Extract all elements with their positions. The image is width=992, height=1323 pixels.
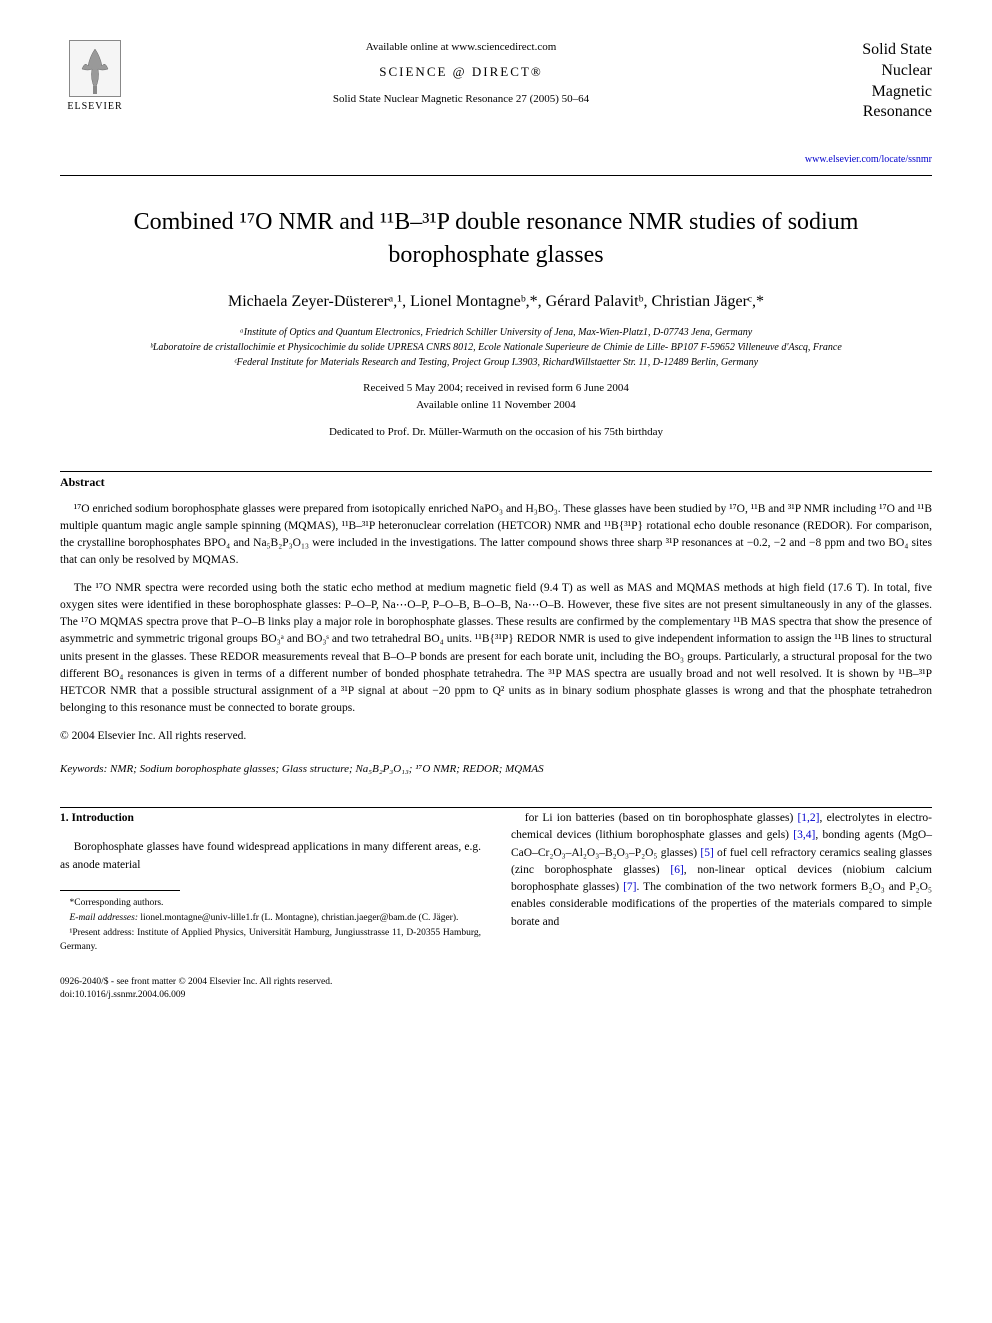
ref-link[interactable]: [1,2] xyxy=(797,812,819,824)
abstract-paragraph-2: The ¹⁷O NMR spectra were recorded using … xyxy=(60,580,932,718)
header: ELSEVIER Available online at www.science… xyxy=(60,40,932,167)
ref-link[interactable]: [6] xyxy=(670,864,683,876)
ref-link[interactable]: [3,4] xyxy=(793,829,815,841)
keywords-label: Keywords: xyxy=(60,763,107,775)
elsevier-logo: ELSEVIER xyxy=(60,40,130,120)
intro-text-left: Borophosphate glasses have found widespr… xyxy=(60,839,481,874)
body-columns: 1. Introduction Borophosphate glasses ha… xyxy=(60,810,932,956)
journal-title-line: Magnetic xyxy=(792,82,932,103)
right-column: for Li ion batteries (based on tin borop… xyxy=(511,810,932,956)
journal-title-line: Resonance xyxy=(792,102,932,123)
elsevier-label: ELSEVIER xyxy=(67,100,122,114)
available-online: Available online at www.sciencedirect.co… xyxy=(130,40,792,55)
journal-reference: Solid State Nuclear Magnetic Resonance 2… xyxy=(130,92,792,107)
divider xyxy=(60,175,932,176)
affiliation-c: ᶜFederal Institute for Materials Researc… xyxy=(60,355,932,370)
intro-heading: 1. Introduction xyxy=(60,810,481,827)
sciencedirect-logo: SCIENCE @ DIRECT® xyxy=(130,63,792,81)
affiliation-b: ᵇLaboratoire de cristallochimie et Physi… xyxy=(60,340,932,355)
abstract-paragraph-1: ¹⁷O enriched sodium borophosphate glasse… xyxy=(60,501,932,570)
footnote-separator xyxy=(60,890,180,891)
left-column: 1. Introduction Borophosphate glasses ha… xyxy=(60,810,481,956)
email-label: E-mail addresses: xyxy=(70,913,139,923)
ref-link[interactable]: [7] xyxy=(623,881,636,893)
journal-title-line: Solid State xyxy=(792,40,932,61)
issn-line: 0926-2040/$ - see front matter © 2004 El… xyxy=(60,976,932,989)
corresponding-author: *Corresponding authors. xyxy=(60,897,481,910)
footnotes: *Corresponding authors. E-mail addresses… xyxy=(60,897,481,954)
keywords-text: NMR; Sodium borophosphate glasses; Glass… xyxy=(110,763,544,775)
journal-title-line: Nuclear xyxy=(792,61,932,82)
present-address: ¹Present address: Institute of Applied P… xyxy=(60,927,481,954)
elsevier-tree-icon xyxy=(69,40,121,97)
dedication: Dedicated to Prof. Dr. Müller-Warmuth on… xyxy=(60,425,932,440)
email-line: E-mail addresses: lionel.montagne@univ-l… xyxy=(60,912,481,925)
center-header: Available online at www.sciencedirect.co… xyxy=(130,40,792,107)
divider xyxy=(60,807,932,808)
abstract-heading: Abstract xyxy=(60,474,932,491)
received-date: Received 5 May 2004; received in revised… xyxy=(60,380,932,397)
doi-line: doi:10.1016/j.ssnmr.2004.06.009 xyxy=(60,989,932,1002)
bottom-matter: 0926-2040/$ - see front matter © 2004 El… xyxy=(60,976,932,1003)
email-addresses: lionel.montagne@univ-lille1.fr (L. Monta… xyxy=(138,913,458,923)
dates: Received 5 May 2004; received in revised… xyxy=(60,380,932,413)
online-date: Available online 11 November 2004 xyxy=(60,397,932,414)
divider xyxy=(60,471,932,472)
affiliations: ᵃInstitute of Optics and Quantum Electro… xyxy=(60,325,932,370)
ref-link[interactable]: [5] xyxy=(700,847,713,859)
affiliation-a: ᵃInstitute of Optics and Quantum Electro… xyxy=(60,325,932,340)
intro-text-right: for Li ion batteries (based on tin borop… xyxy=(511,810,932,931)
keywords-line: Keywords: NMR; Sodium borophosphate glas… xyxy=(60,762,932,777)
article-title: Combined ¹⁷O NMR and ¹¹B–³¹P double reso… xyxy=(80,206,912,271)
journal-title-block: Solid State Nuclear Magnetic Resonance w… xyxy=(792,40,932,167)
copyright: © 2004 Elsevier Inc. All rights reserved… xyxy=(60,728,932,744)
authors: Michaela Zeyer-Düstererᵃ,¹, Lionel Monta… xyxy=(60,291,932,313)
journal-url-link[interactable]: www.elsevier.com/locate/ssnmr xyxy=(792,153,932,167)
